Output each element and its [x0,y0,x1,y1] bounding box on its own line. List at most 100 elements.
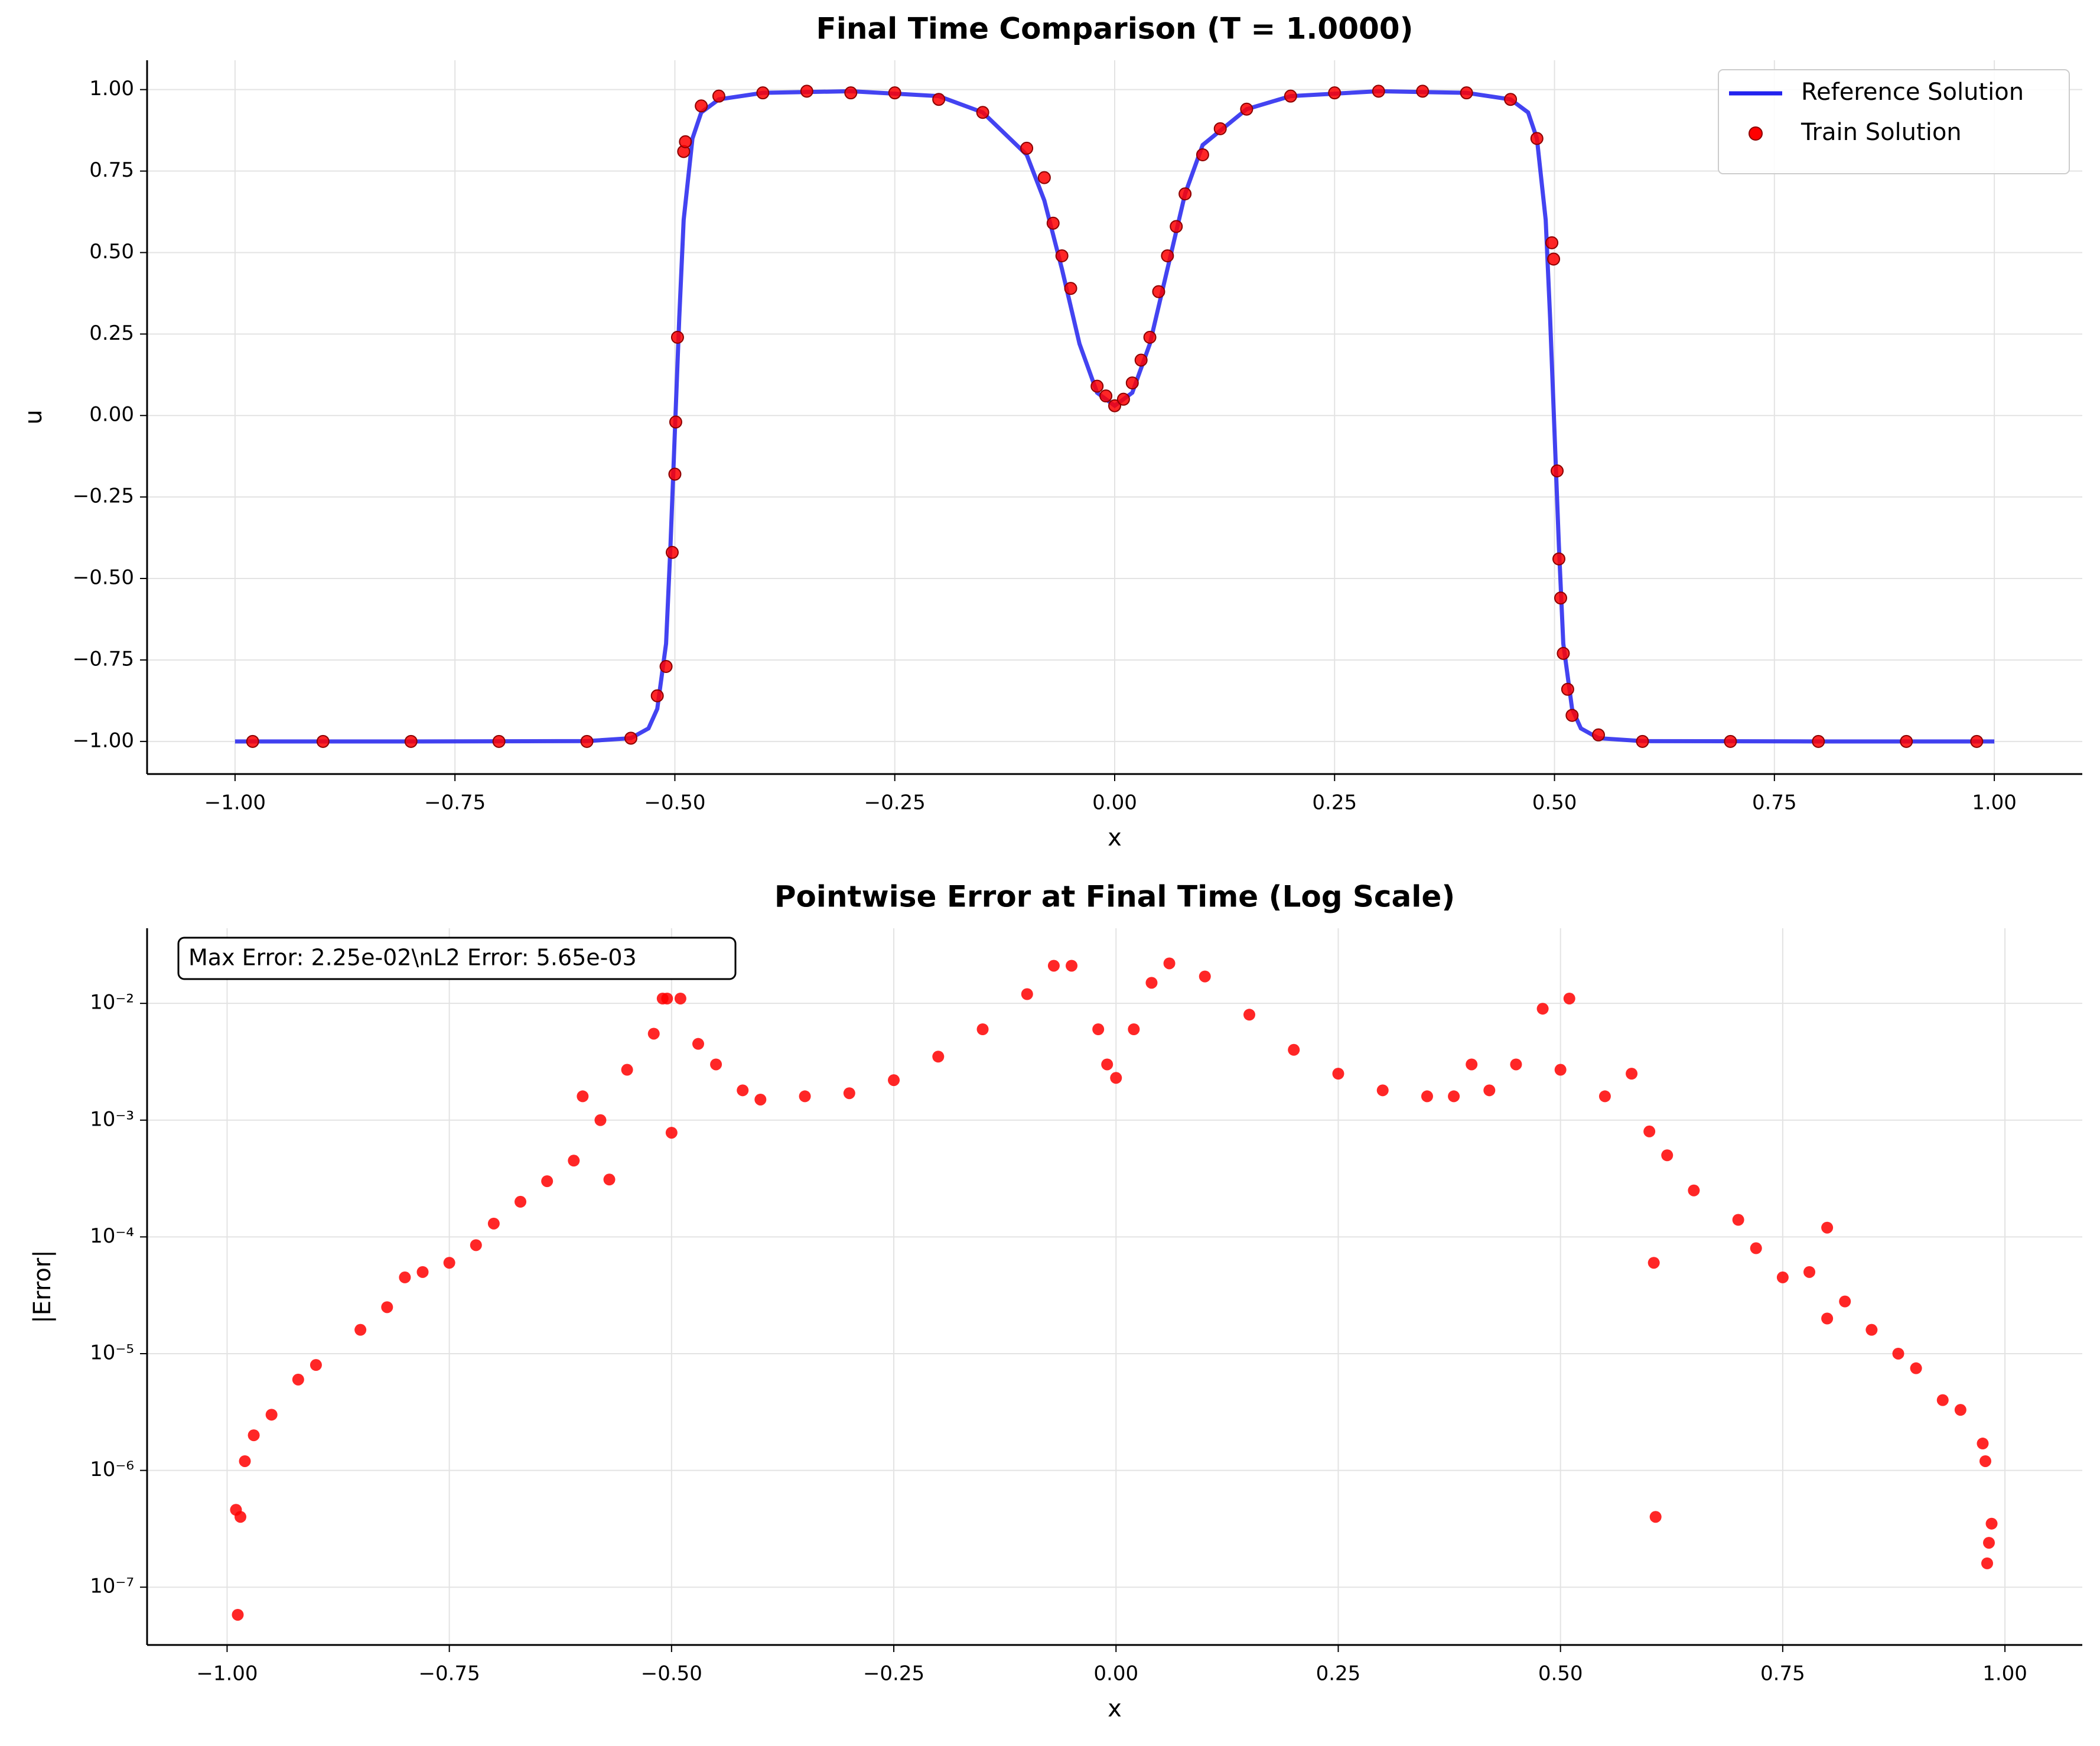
y-tick-label: 10⁻⁶ [90,1458,134,1481]
data-point [661,992,673,1004]
data-point [1110,1072,1122,1084]
data-point [710,1058,722,1071]
data-point [1977,1438,1989,1450]
y-tick-label: −0.25 [73,485,134,508]
data-point [650,689,664,703]
data-point [399,1271,411,1283]
x-tick-label: −0.50 [641,1662,702,1686]
data-point [1134,353,1148,367]
data-point [1982,1537,1995,1549]
data-point [1554,591,1567,605]
data-point [1750,1242,1762,1254]
data-point [1101,1058,1114,1071]
data-point [1561,682,1574,696]
data-point [1178,187,1192,201]
data-point [679,135,692,148]
data-point [1047,960,1060,972]
x-tick-label: 0.00 [1093,1662,1138,1686]
y-axis-label: |Error| [29,1250,56,1323]
y-tick-label: 10⁻⁵ [90,1341,134,1364]
x-tick-label: −0.50 [644,791,705,815]
data-point [665,545,679,559]
data-point [1688,1184,1700,1196]
x-tick-label: −0.75 [419,1662,480,1686]
y-tick-label: 0.25 [89,321,134,345]
data-point [1128,1023,1140,1035]
data-point [1565,708,1579,722]
chart-title: Pointwise Error at Final Time (Log Scale… [774,880,1455,914]
legend-box [1718,69,2070,174]
data-point [1504,93,1518,106]
data-point [1892,1347,1904,1360]
data-point [1099,389,1113,403]
data-point [1145,977,1158,989]
data-point [800,84,813,98]
data-point [1547,252,1561,266]
x-tick-label: −0.25 [864,791,926,815]
x-tick-label: 0.75 [1760,1662,1805,1686]
data-point [647,1028,660,1040]
x-tick-label: −1.00 [204,791,266,815]
data-point [1213,122,1227,135]
data-point [1821,1221,1834,1234]
data-point [888,1074,900,1087]
x-tick-label: −0.25 [863,1662,924,1686]
x-tick-label: 1.00 [1982,1662,2027,1686]
data-point [1557,646,1570,660]
data-point [1055,249,1069,262]
y-tick-label: 0.75 [89,158,134,182]
data-point [1152,285,1165,298]
data-point [1466,1058,1478,1071]
data-point [1865,1324,1878,1336]
data-point [932,1051,945,1063]
data-point [1592,728,1605,742]
data-point [659,659,673,673]
y-tick-label: 0.50 [89,240,134,264]
data-point [1240,102,1254,116]
data-point [1936,1394,1949,1406]
data-point [1332,1068,1344,1080]
data-point [310,1359,322,1371]
data-point [248,1429,260,1442]
y-tick-label: 0.00 [89,403,134,427]
data-point [668,467,682,481]
data-point [1372,84,1385,98]
data-point [799,1090,811,1103]
data-point [1648,1257,1660,1269]
data-point [541,1175,554,1188]
data-point [1416,84,1430,98]
data-point [235,1511,247,1523]
data-point [1598,1090,1611,1103]
data-point [1985,1517,1998,1530]
data-point [404,734,418,748]
data-point [1163,957,1176,970]
x-tick-label: 0.25 [1316,1662,1361,1686]
data-point [580,734,594,748]
data-point [1536,1003,1549,1015]
data-point [1448,1090,1460,1103]
data-point [1284,89,1297,103]
data-point [1376,1084,1389,1097]
y-tick-label: 10⁻⁷ [90,1575,134,1598]
data-point [1554,1064,1567,1076]
data-point [1803,1266,1816,1278]
data-point [1970,734,1984,748]
data-point [492,734,506,748]
data-point [665,1127,678,1139]
data-point [1064,282,1077,295]
legend-swatch [1749,126,1763,141]
x-tick-label: 0.00 [1092,791,1137,815]
data-point [1776,1271,1789,1283]
data-point [416,1266,429,1278]
legend-label: Train Solution [1801,119,1962,146]
data-point [1196,148,1209,161]
data-point [1421,1090,1433,1103]
x-tick-label: 0.75 [1752,791,1797,815]
data-point [246,734,259,748]
y-tick-label: 10⁻³ [90,1107,134,1131]
y-tick-label: 10⁻² [90,991,134,1015]
data-point [1037,171,1051,184]
data-point [976,106,989,119]
data-point [1046,216,1060,230]
data-point [316,734,330,748]
